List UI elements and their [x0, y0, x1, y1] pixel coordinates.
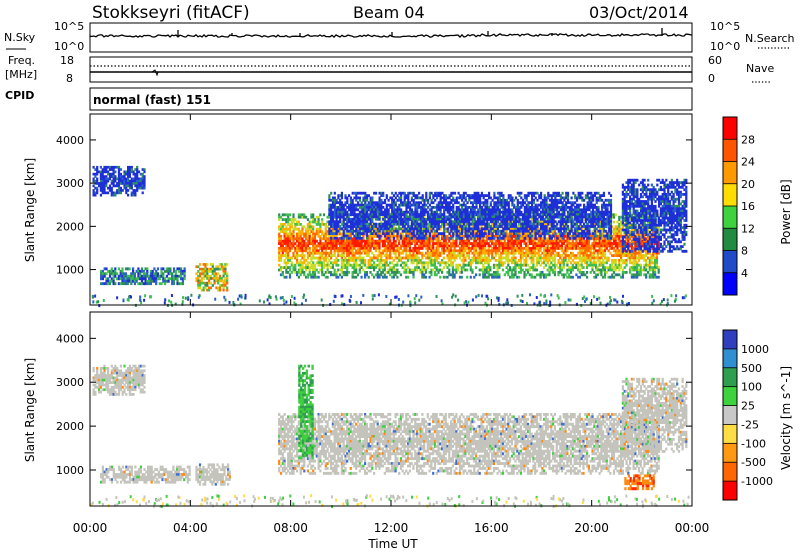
- velocity-colorbar-swatch: [723, 443, 737, 463]
- power-colorbar: 28 24 20 16 12 8 4: [722, 116, 755, 296]
- beam-title: Beam 04: [353, 3, 425, 22]
- power-ytick-label: 2000: [56, 220, 84, 233]
- xtick-label: 00:00: [675, 521, 710, 535]
- freq-label-1: Freq.: [8, 54, 35, 67]
- velocity-ytick-label: 4000: [56, 332, 84, 345]
- velocity-echo-band: [278, 413, 660, 475]
- velocity-colorbar-swatch: [723, 424, 737, 444]
- power-ytick-label: 3000: [56, 177, 84, 190]
- velocity-colorbar-swatch: [723, 405, 737, 425]
- power-echo-band: [195, 263, 229, 292]
- power-echo-band: [100, 267, 186, 286]
- noise-right-tick-top: 10^5: [710, 20, 740, 33]
- velocity-colorbar-label: Velocity [m s^-1]: [779, 366, 793, 470]
- cpid-label: CPID: [5, 89, 34, 102]
- velocity-ytick-label: 3000: [56, 376, 84, 389]
- power-panel: [91, 165, 688, 308]
- noise-right-tick-bottom: 10^0: [710, 40, 740, 53]
- cpid-mode: normal (fast) 151: [93, 93, 211, 107]
- velocity-colorbar-swatch: [723, 386, 737, 406]
- velocity-echo-band: [621, 377, 688, 453]
- velocity-echo-band: [624, 474, 655, 491]
- velocity-echo-band: [298, 364, 314, 460]
- velocity-colorbar-frame: [722, 329, 738, 501]
- velocity-echo-band: [92, 364, 146, 396]
- power-colorbar-tick-label: 20: [741, 178, 755, 191]
- xtick-label: 20:00: [574, 521, 609, 535]
- velocity-colorbar-tick-label: -25: [741, 418, 759, 431]
- date-title: 03/Oct/2014: [589, 3, 689, 22]
- power-colorbar-swatch: [723, 228, 737, 251]
- velocity-colorbar: 1000 500 100 25 -25 -100 -500 -1000: [722, 329, 773, 501]
- velocity-echo-band: [100, 465, 191, 484]
- x-axis-label: Time UT: [367, 537, 418, 551]
- freq-left-tick-top: 18: [60, 54, 74, 67]
- velocity-colorbar-tick-label: 25: [741, 400, 755, 413]
- power-colorbar-swatch: [723, 206, 737, 229]
- velocity-colorbar-swatch: [723, 462, 737, 482]
- xtick-label: 04:00: [173, 521, 208, 535]
- velocity-colorbar-swatch: [723, 348, 737, 369]
- power-colorbar-tick-label: 16: [741, 200, 755, 213]
- power-colorbar-swatch: [723, 161, 737, 185]
- power-colorbar-tick-label: 24: [741, 156, 755, 169]
- power-ylabel: Slant Range [km]: [23, 158, 37, 262]
- power-echo-band: [92, 165, 146, 197]
- power-colorbar-tick-label: 12: [741, 222, 755, 235]
- velocity-ytick-label: 2000: [56, 420, 84, 433]
- freq-right-tick-top: 60: [708, 54, 722, 67]
- power-colorbar-tick-label: 8: [741, 245, 748, 258]
- power-colorbar-label: Power [dB]: [779, 179, 793, 244]
- velocity-colorbar-tick-label: -1000: [741, 475, 773, 488]
- freq-glitch: [151, 69, 159, 77]
- velocity-colorbar-swatch: [723, 481, 737, 501]
- velocity-colorbar-tick-label: -100: [741, 437, 766, 450]
- xtick-label: 12:00: [374, 521, 409, 535]
- x-axis-ticks: 00:00 04:00 08:00 12:00 16:00 20:00 00:00: [73, 114, 710, 535]
- power-echo-band: [328, 191, 613, 240]
- velocity-colorbar-swatch: [723, 367, 737, 387]
- velocity-colorbar-tick-label: 500: [741, 362, 762, 375]
- cpid-panel-frame: [89, 87, 693, 111]
- xtick-label: 16:00: [474, 521, 509, 535]
- velocity-echo-band: [195, 463, 231, 486]
- velocity-colorbar-swatch: [723, 330, 737, 350]
- noise-right-label: N.Search: [745, 32, 795, 45]
- velocity-colorbar-tick-label: 1000: [741, 343, 769, 356]
- velocity-colorbar-tick-label: -500: [741, 456, 766, 469]
- freq-label-2: [MHz]: [5, 68, 37, 81]
- xtick-label: 08:00: [273, 521, 308, 535]
- noise-panel-frame: [89, 22, 693, 53]
- nave-label: Nave: [746, 62, 774, 75]
- station-title: Stokkseyri (fitACF): [92, 3, 250, 23]
- xtick-label: 00:00: [73, 521, 108, 535]
- noise-sky-line: [89, 33, 693, 39]
- velocity-y-ticks: 1000 2000 3000 4000: [56, 332, 692, 477]
- power-colorbar-tick-label: 4: [741, 267, 748, 280]
- noise-trace: [89, 28, 693, 39]
- freq-left-tick-bottom: 8: [66, 72, 73, 85]
- power-y-ticks: 1000 2000 3000 4000: [56, 134, 692, 277]
- velocity-panel: [90, 364, 690, 509]
- power-colorbar-swatch: [723, 139, 737, 162]
- power-ytick-label: 4000: [56, 134, 84, 147]
- power-colorbar-tick-label: 28: [741, 133, 755, 146]
- power-colorbar-swatch: [723, 250, 737, 274]
- noise-left-tick-bottom: 10^0: [54, 40, 84, 53]
- power-colorbar-swatch: [723, 117, 737, 140]
- velocity-ylabel: Slant Range [km]: [23, 358, 37, 462]
- velocity-colorbar-tick-label: 100: [741, 381, 762, 394]
- noise-left-tick-top: 10^5: [54, 20, 84, 33]
- power-echo-band: [621, 178, 688, 253]
- freq-right-tick-bottom: 0: [708, 72, 715, 85]
- power-colorbar-swatch: [723, 183, 737, 207]
- power-ytick-label: 1000: [56, 264, 84, 277]
- velocity-ytick-label: 1000: [56, 464, 84, 477]
- freq-panel-frame: [89, 56, 693, 83]
- noise-left-label: N.Sky: [4, 31, 36, 44]
- power-colorbar-swatch: [723, 272, 737, 296]
- velocity-near-range-echoes: [90, 494, 690, 509]
